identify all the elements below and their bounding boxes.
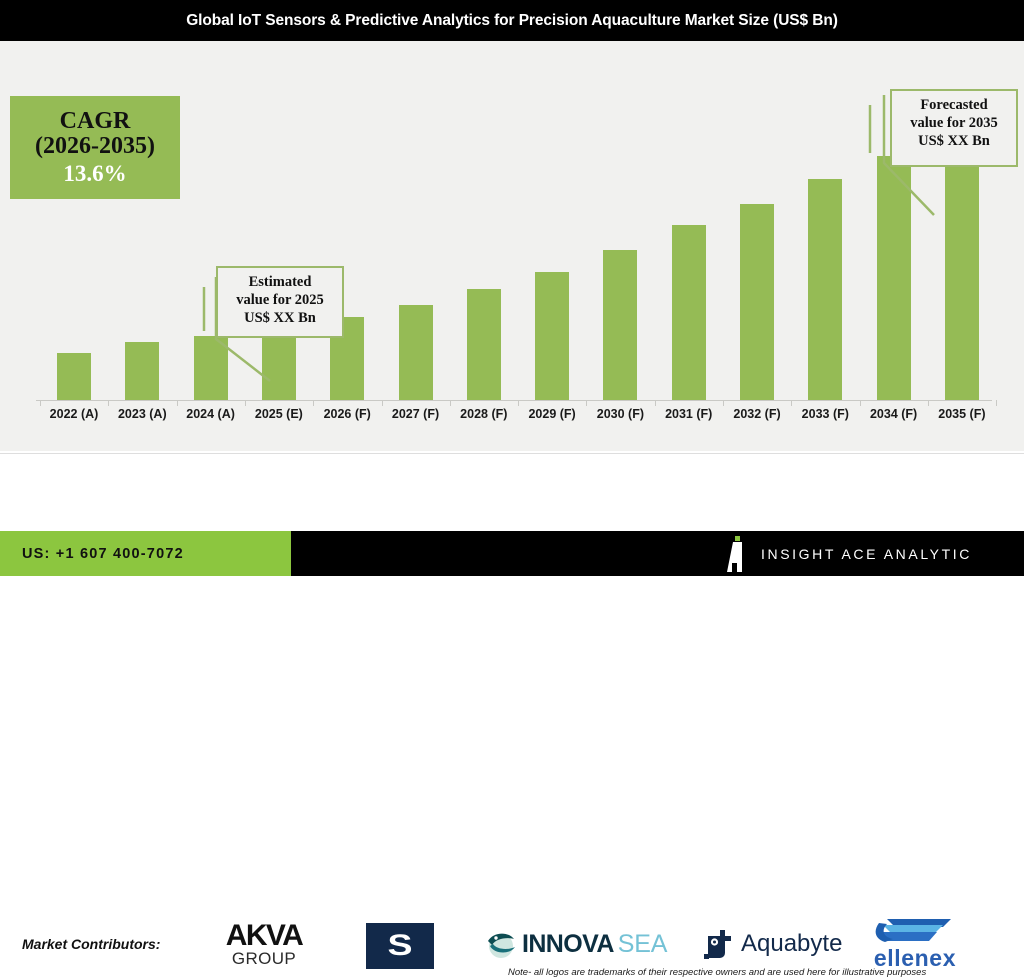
footer-brand-name: INSIGHT ACE ANALYTIC xyxy=(761,546,972,562)
forecasted-value-callout: Forecasted value for 2035 US$ XX Bn xyxy=(890,89,1018,167)
akva-wordmark: AKVA xyxy=(225,919,304,953)
cagr-value: 13.6% xyxy=(63,160,127,186)
bar-2023 xyxy=(125,342,160,400)
bar-2029 xyxy=(535,272,570,400)
sea-wordmark: SEA xyxy=(617,929,668,958)
x-tick xyxy=(927,400,929,406)
innovasea-logo: INNOVA SEA xyxy=(484,924,667,964)
x-label-2026: 2026 (F) xyxy=(323,407,371,421)
aquabyte-mark-icon xyxy=(704,930,731,959)
bar-2034 xyxy=(876,156,911,400)
x-tick xyxy=(996,400,998,406)
bar-2027 xyxy=(398,305,433,400)
bar-2030 xyxy=(603,250,638,400)
x-label-2031: 2031 (F) xyxy=(665,407,713,421)
x-tick xyxy=(313,400,315,406)
akva-group-subtext: GROUP xyxy=(231,949,297,969)
insight-ace-a-logo-icon xyxy=(727,536,742,572)
forecasted-callout-connector xyxy=(868,95,935,216)
x-tick xyxy=(518,400,520,406)
x-label-2023: 2023 (A) xyxy=(117,407,167,421)
market-contributors-strip: Market Contributors: AKVA GROUP S INNOVA… xyxy=(0,453,1024,978)
x-tick xyxy=(791,400,793,406)
x-label-2024: 2024 (A) xyxy=(186,407,235,421)
x-tick xyxy=(176,400,178,406)
innovasea-fish-icon xyxy=(488,933,515,958)
estimated-line-1: Estimated xyxy=(248,274,312,290)
header-bar: Global IoT Sensors & Predictive Analytic… xyxy=(0,0,1024,41)
x-label-2027: 2027 (F) xyxy=(391,407,440,421)
estimated-value-callout: Estimated value for 2025 US$ XX Bn xyxy=(216,266,344,338)
estimated-line-2: value for 2025 xyxy=(236,291,324,308)
forecasted-line-3: US$ XX Bn xyxy=(918,132,990,149)
steinsvik-mark: S xyxy=(387,929,413,962)
aquabyte-wordmark: Aquabyte xyxy=(741,930,843,957)
forecasted-line-2: value for 2035 xyxy=(910,114,998,131)
akva-group-logo: AKVA GROUP xyxy=(205,916,323,974)
steinsvik-logo: S xyxy=(366,923,434,969)
x-axis-line xyxy=(36,400,992,401)
trademark-note: Note- all logos are trademarks of their … xyxy=(508,967,927,978)
x-label-2022: 2022 (A) xyxy=(49,407,99,421)
forecasted-line-1: Forecasted xyxy=(920,97,988,113)
x-tick xyxy=(244,400,246,406)
ellenex-logo: ellenex xyxy=(862,916,968,972)
x-label-2029: 2029 (F) xyxy=(528,407,576,421)
bar-2035 xyxy=(944,126,979,400)
bar-2024 xyxy=(193,336,228,400)
bar-2025 xyxy=(261,327,296,400)
bar-2033 xyxy=(808,179,843,400)
x-label-2028: 2028 (F) xyxy=(460,407,508,421)
x-label-2033: 2033 (F) xyxy=(801,407,849,421)
plot-area: 2022 (A) 2023 (A) 2024 (A) 2025 (E) 2026 (F)… xyxy=(0,41,1024,451)
x-label-2034: 2034 (F) xyxy=(869,407,918,421)
chart-panel: 2022 (A) 2023 (A) 2024 (A) 2025 (E) 2026 (F)… xyxy=(0,41,1024,451)
x-tick xyxy=(586,400,588,406)
innova-wordmark: INNOVA xyxy=(522,929,614,958)
footer-phone[interactable]: US: +1 607 400-7072 xyxy=(22,545,184,562)
x-tick xyxy=(723,400,724,406)
bar-2032 xyxy=(740,204,774,400)
ellenex-mark-icon xyxy=(875,918,951,942)
market-contributors-label: Market Contributors: xyxy=(22,936,161,952)
cagr-badge: CAGR (2026-2035) 13.6% xyxy=(10,96,180,199)
bar-2022 xyxy=(57,353,91,400)
bar-2028 xyxy=(466,289,501,400)
x-label-2035: 2035 (F) xyxy=(938,407,986,421)
bar-2031 xyxy=(671,225,706,400)
aquabyte-logo: Aquabyte xyxy=(702,924,842,964)
x-tick xyxy=(108,400,110,406)
footer-brand-block: INSIGHT ACE ANALYTIC xyxy=(291,531,1024,576)
footer-bar: US: +1 607 400-7072 INSIGHT ACE ANALYTIC xyxy=(0,531,1024,576)
x-tick xyxy=(859,400,861,406)
x-tick xyxy=(449,400,451,406)
page-title: Global IoT Sensors & Predictive Analytic… xyxy=(186,11,838,29)
x-tick xyxy=(40,400,41,406)
x-tick xyxy=(381,400,383,406)
x-label-2032: 2032 (F) xyxy=(733,407,781,421)
footer-contact-block: US: +1 607 400-7072 xyxy=(0,531,291,576)
estimated-line-3: US$ XX Bn xyxy=(244,309,316,326)
cagr-period: (2026-2035) xyxy=(35,133,155,160)
cagr-title: CAGR xyxy=(59,107,131,134)
x-label-2030: 2030 (F) xyxy=(596,407,645,421)
x-label-2025: 2025 (E) xyxy=(254,407,303,421)
x-tick xyxy=(654,400,656,406)
